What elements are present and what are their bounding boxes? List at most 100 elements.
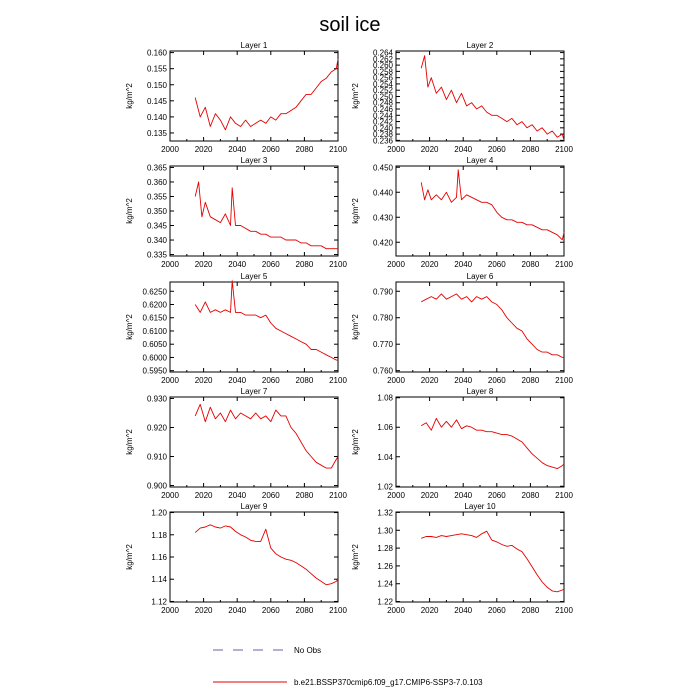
- x-tick-label: 2000: [161, 145, 179, 154]
- y-tick-label: 0.252: [373, 86, 394, 95]
- y-tick-label: 0.246: [373, 105, 394, 114]
- x-tick-label: 2080: [522, 606, 540, 615]
- y-tick-label: 0.770: [373, 340, 394, 349]
- y-axis-label: kg/m^2: [351, 83, 360, 109]
- series-line: [194, 403, 339, 469]
- series-line: [421, 530, 565, 593]
- x-tick-label: 2000: [387, 491, 405, 500]
- series-line: [420, 55, 565, 141]
- y-tick-label: 0.6150: [143, 314, 168, 323]
- y-tick-label: 0.780: [373, 314, 394, 323]
- x-tick-label: 2100: [555, 606, 573, 615]
- panel-title: Layer 2: [467, 41, 494, 50]
- y-tick-label: 1.20: [151, 509, 167, 518]
- x-tick-label: 2080: [296, 491, 314, 500]
- y-tick-label: 0.360: [147, 178, 168, 187]
- x-tick-label: 2000: [387, 260, 405, 269]
- y-tick-label: 0.450: [373, 163, 394, 172]
- y-tick-label: 0.790: [373, 287, 394, 296]
- panel-title: Layer 5: [241, 272, 268, 281]
- y-tick-label: 1.14: [151, 575, 167, 584]
- plot-frame: [395, 50, 565, 142]
- panel-title: Layer 9: [241, 502, 268, 511]
- y-tick-label: 0.420: [373, 238, 394, 247]
- plot-frame: [169, 165, 339, 257]
- y-tick-label: 0.430: [373, 213, 394, 222]
- legend-no-obs-label: No Obs: [294, 646, 321, 655]
- x-tick-label: 2060: [262, 376, 280, 385]
- y-axis-label: kg/m^2: [125, 429, 134, 455]
- x-tick-label: 2040: [454, 376, 472, 385]
- plot-frame: [169, 50, 339, 142]
- x-tick-label: 2040: [454, 491, 472, 500]
- x-tick-label: 2080: [296, 606, 314, 615]
- x-tick-label: 2040: [228, 145, 246, 154]
- x-tick-label: 2020: [195, 145, 213, 154]
- x-tick-label: 2100: [555, 260, 573, 269]
- x-tick-label: 2060: [262, 491, 280, 500]
- x-tick-label: 2020: [421, 491, 439, 500]
- y-tick-label: 1.26: [377, 562, 393, 571]
- x-tick-label: 2060: [488, 260, 506, 269]
- x-tick-label: 2060: [262, 606, 280, 615]
- plot-frame: [169, 396, 339, 488]
- panel-title: Layer 4: [467, 156, 494, 165]
- x-tick-label: 2100: [555, 376, 573, 385]
- x-tick-label: 2040: [454, 260, 472, 269]
- y-axis-label: kg/m^2: [125, 198, 134, 224]
- y-tick-label: 0.355: [147, 192, 168, 201]
- panel-title: Layer 10: [464, 502, 496, 511]
- panel-layer-6: Layer 6 kg/m^2 2000 2020 2040 2060 2080 2100 0.7…: [351, 272, 573, 385]
- y-tick-label: 1.02: [377, 482, 393, 491]
- y-tick-label: 1.22: [377, 598, 393, 607]
- panel-layer-9: Layer 9 kg/m^2 2000 2020 2040 2060 2080 2100 1.1…: [125, 502, 347, 615]
- x-tick-label: 2020: [421, 145, 439, 154]
- y-tick-label: 0.900: [147, 482, 168, 491]
- plot-frame: [395, 281, 565, 373]
- x-tick-label: 2040: [228, 376, 246, 385]
- x-tick-label: 2080: [522, 376, 540, 385]
- panel-layer-2: Layer 2 kg/m^2 2000 2020 2040 2060 2080 2100 0.2…: [351, 41, 573, 154]
- y-tick-label: 0.920: [147, 423, 168, 432]
- panel-layer-4: Layer 4 kg/m^2 2000 2020 2040 2060 2080 2100 0.4…: [351, 156, 573, 269]
- legend: No Obs b.e21.BSSP370cmip6.f09_g17.CMIP6-…: [213, 646, 483, 687]
- plot-frame: [169, 511, 339, 603]
- y-tick-label: 0.150: [147, 81, 168, 90]
- y-tick-label: 0.930: [147, 394, 168, 403]
- x-tick-label: 2000: [387, 376, 405, 385]
- y-axis-label: kg/m^2: [125, 544, 134, 570]
- x-tick-label: 2060: [488, 376, 506, 385]
- panel-title: Layer 3: [241, 156, 268, 165]
- x-tick-label: 2040: [228, 606, 246, 615]
- y-axis-label: kg/m^2: [125, 314, 134, 340]
- x-tick-label: 2000: [161, 376, 179, 385]
- y-tick-label: 0.260: [373, 61, 394, 70]
- panel-title: Layer 8: [467, 387, 494, 396]
- figure-title: soil ice: [319, 14, 380, 36]
- y-tick-label: 0.254: [373, 80, 394, 89]
- y-tick-label: 0.244: [373, 111, 394, 120]
- x-tick-label: 2080: [522, 145, 540, 154]
- x-tick-label: 2100: [329, 260, 347, 269]
- series-line: [420, 417, 565, 470]
- x-tick-label: 2020: [195, 376, 213, 385]
- x-tick-label: 2020: [421, 260, 439, 269]
- panel-layer-3: Layer 3 kg/m^2 2000 2020 2040 2060 2080 2100 0.3…: [125, 156, 347, 269]
- y-tick-label: 1.32: [377, 508, 393, 517]
- x-tick-label: 2100: [329, 606, 347, 615]
- y-tick-label: 0.250: [373, 92, 394, 101]
- y-tick-label: 0.340: [147, 236, 168, 245]
- x-tick-label: 2060: [488, 491, 506, 500]
- y-axis-label: kg/m^2: [351, 544, 360, 570]
- x-tick-label: 2080: [296, 145, 314, 154]
- y-tick-label: 1.08: [377, 394, 393, 403]
- y-tick-label: 1.18: [151, 531, 167, 540]
- panel-layer-1: Layer 1 kg/m^2 2000 2020 2040 2060 2080 2100 0.1…: [125, 41, 347, 154]
- x-tick-label: 2000: [161, 260, 179, 269]
- panel-layer-7: Layer 7 kg/m^2 2000 2020 2040 2060 2080 2100 0.9…: [125, 387, 347, 500]
- x-tick-label: 2040: [228, 260, 246, 269]
- x-tick-label: 2080: [296, 376, 314, 385]
- x-tick-label: 2060: [262, 145, 280, 154]
- y-axis-label: kg/m^2: [125, 83, 134, 109]
- x-tick-label: 2060: [488, 145, 506, 154]
